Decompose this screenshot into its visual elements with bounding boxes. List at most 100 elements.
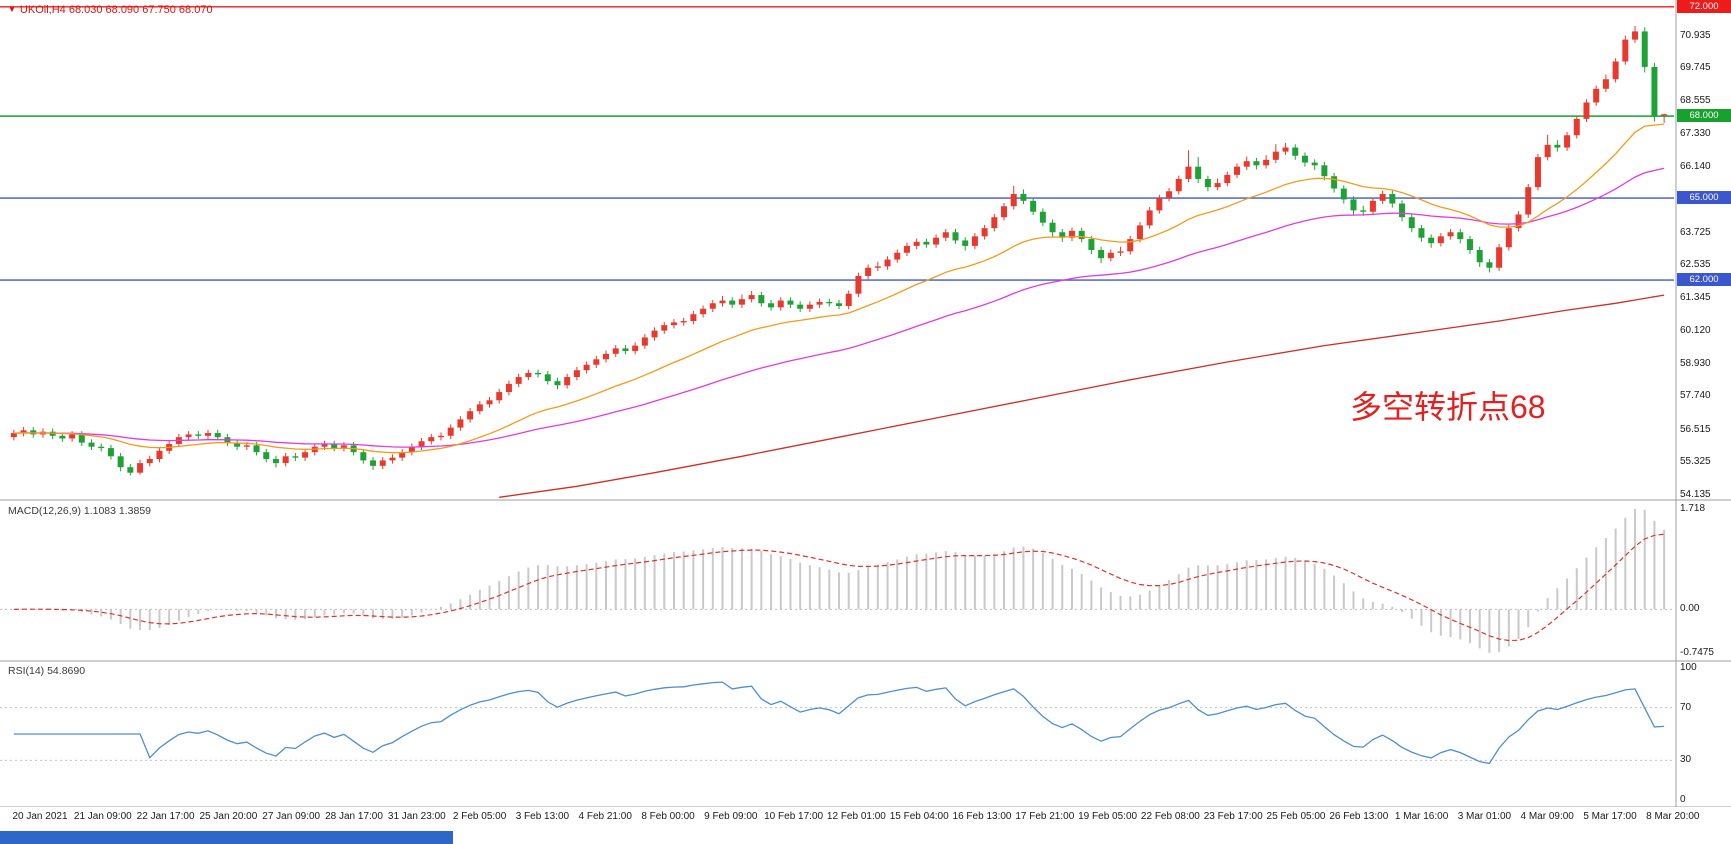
candle-body (1457, 232, 1464, 240)
candle-body (1049, 222, 1056, 233)
candle-body (1088, 239, 1095, 250)
candle-body (117, 456, 124, 468)
candle-body (661, 325, 668, 331)
candle-body (1224, 174, 1231, 184)
time-axis-label: 22 Jan 17:00 (136, 811, 195, 822)
candle-body (1243, 161, 1250, 167)
candle-body (447, 427, 454, 436)
candle-body (146, 459, 153, 464)
candle-body (1573, 118, 1580, 136)
candle-body (1001, 206, 1008, 218)
candle-body (894, 252, 901, 260)
candle-body (593, 359, 600, 365)
candle-body (1632, 31, 1639, 40)
candle-body (88, 442, 95, 447)
candle-body (1195, 166, 1202, 179)
candle-body (1263, 159, 1270, 166)
candle-body (156, 450, 163, 460)
candle-body (272, 459, 279, 464)
price-axis-label: 68.555 (1680, 94, 1711, 106)
ma-medium-line (13, 167, 1665, 448)
candle-body (1360, 210, 1367, 212)
symbol-header: ▼ UKOil,H4 68.030 68.090 67.750 68.070 (8, 4, 213, 16)
candle-body (573, 370, 580, 378)
candle-body (1389, 193, 1396, 204)
time-axis-label: 19 Feb 05:00 (1078, 811, 1138, 822)
time-axis-label: 17 Feb 21:00 (1015, 811, 1075, 822)
time-axis-label: 16 Feb 13:00 (952, 811, 1012, 822)
candle-body (874, 266, 881, 268)
candle-body (370, 460, 377, 466)
time-axis-label: 10 Feb 17:00 (764, 811, 824, 822)
candle-body (1301, 155, 1308, 163)
candle-body (1554, 144, 1561, 148)
time-axis-label: 25 Feb 05:00 (1266, 811, 1326, 822)
price-axis-label: 67.330 (1680, 128, 1711, 140)
candle-body (1039, 211, 1046, 223)
candle-body (457, 419, 464, 428)
candle-body (583, 364, 590, 371)
candle-body (107, 448, 114, 457)
candle-body (331, 443, 338, 449)
candle-body (1253, 161, 1260, 166)
candle-body (437, 435, 444, 438)
price-axis-label: 70.935 (1680, 29, 1711, 41)
candle-body (1204, 178, 1211, 188)
rsi-axis-label: 0 (1680, 794, 1686, 805)
candle-body (1272, 151, 1279, 160)
candle-body (10, 433, 17, 438)
candle-body (1156, 198, 1163, 211)
candle-body (408, 446, 415, 453)
candle-body (1564, 135, 1571, 148)
candle-body (1447, 232, 1454, 237)
time-axis-label: 31 Jan 23:00 (387, 811, 446, 822)
candle-body (981, 228, 988, 237)
candle-body (748, 295, 755, 300)
bottom-scrollbar[interactable] (0, 831, 453, 844)
candle-body (670, 322, 677, 326)
candle-body (1486, 262, 1493, 268)
candle-body (1399, 203, 1406, 218)
symbol-ohlc-label: UKOil,H4 68.030 68.090 67.750 68.070 (19, 4, 213, 16)
time-axis-label: 9 Feb 09:00 (704, 811, 758, 822)
rsi-axis-label: 100 (1680, 662, 1697, 673)
time-axis-label: 8 Feb 00:00 (641, 811, 695, 822)
candle-body (1166, 191, 1173, 199)
candle-body (1146, 210, 1153, 226)
candle-body (971, 236, 978, 246)
candle-body (1234, 166, 1241, 175)
candle-body (185, 434, 192, 438)
candle-body (564, 377, 571, 386)
candle-body (991, 217, 998, 229)
price-axis-label: 55.325 (1680, 456, 1711, 468)
candle-body (690, 314, 697, 322)
candle-body (476, 404, 483, 412)
candle-body (719, 300, 726, 304)
candle-body (836, 303, 842, 307)
candle-body (1214, 183, 1221, 188)
candle-body (1059, 232, 1066, 238)
candle-body (1593, 88, 1600, 103)
candle-body (1321, 165, 1328, 177)
time-axis[interactable]: 20 Jan 2021 21 Jan 09:00 22 Jan 17:00 25 Ja… (0, 807, 1731, 831)
candle-body (505, 383, 512, 393)
candle-body (20, 430, 27, 434)
price-axis[interactable]: 70.935 69.745 68.555 67.330 66.140 63.725 62.5… (1677, 0, 1731, 828)
candle-body (1350, 199, 1357, 211)
time-axis-label: 4 Mar 09:00 (1520, 811, 1574, 822)
time-axis-label: 25 Jan 20:00 (199, 811, 258, 822)
candle-body (428, 437, 435, 442)
candle-body (738, 299, 745, 305)
candle-body (1602, 79, 1609, 89)
time-axis-label: 28 Jan 17:00 (325, 811, 383, 822)
candle-body (1476, 250, 1483, 263)
candle-body (612, 348, 619, 354)
candle-body (418, 441, 425, 447)
candle-body (78, 434, 85, 443)
candle-body (768, 303, 775, 308)
candle-body (1418, 228, 1425, 238)
candle-body (632, 345, 639, 352)
price-axis-label: 61.345 (1680, 291, 1711, 303)
candle-body (903, 245, 910, 253)
